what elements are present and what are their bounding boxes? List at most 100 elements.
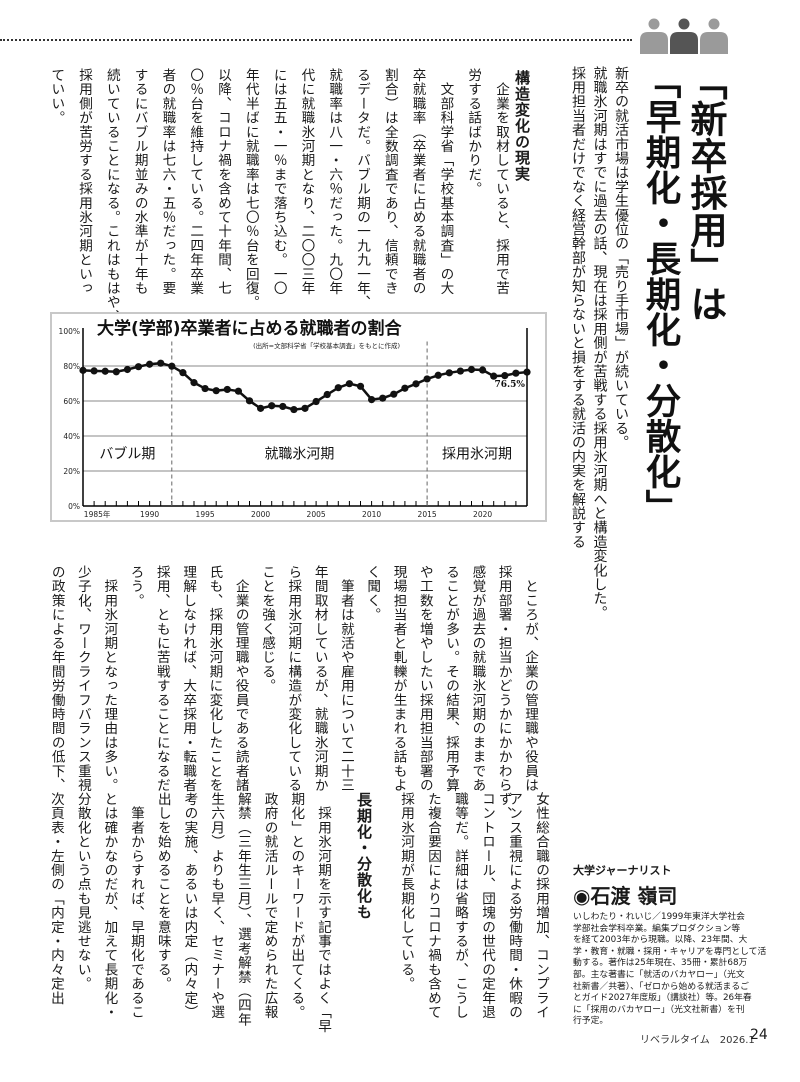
- chart-source: (出所=文部科学省「学校基本調査」をもとに作成): [253, 341, 400, 350]
- text-line: 出しを始めることを意味する。: [154, 792, 171, 991]
- three-people-icon: [640, 18, 728, 54]
- bio-line: 社新書／共著）、「ゼロから始める就活まるご: [573, 981, 749, 992]
- person-head: [648, 18, 660, 30]
- text-line: アンス重視による労働時間・休暇の: [506, 792, 522, 1020]
- text-line: 割合）は全数調査であり、信頼でき: [381, 68, 398, 296]
- y-tick-label: 100%: [59, 327, 80, 336]
- author-role: 大学ジャーナリスト: [573, 864, 672, 877]
- x-tick-label: 2015: [418, 510, 437, 519]
- data-point: [490, 372, 498, 380]
- text-line: 採用部署・担当かどうかにかかわらず、: [495, 565, 512, 821]
- chart-employment-rate: 0% 20% 40% 60% 80% 100% 1985年 1990 1995 2000 2005 2…: [50, 312, 547, 522]
- author-bio: いしわたり・れいじ／1999年東洋大学社会 学部社会学科卒業。編集プロダクション等…: [573, 912, 767, 1028]
- text-line: 現場担当者と軋轢が生まれる話もよ: [390, 565, 407, 793]
- article-block-2: ところが、企業の管理職や役員は 採用部署・担当かどうかにかかわらず、 感覚が過去の就…: [43, 565, 543, 821]
- text-line: 労する話ばかりだ。: [465, 68, 482, 196]
- bio-line: 学・教育・就職・採用・キャリアを専門として活: [573, 946, 767, 957]
- data-point: [379, 394, 387, 402]
- data-point: [456, 367, 464, 375]
- text-line: や工数を増やしたい採用担当部署の: [416, 565, 433, 793]
- data-point: [401, 384, 409, 392]
- headline-line-1: 「新卒採用」は: [684, 63, 728, 322]
- data-point: [157, 359, 165, 367]
- text-line: ら採用氷河期に構造が変化している: [285, 565, 302, 793]
- text-line: 文部科学省「学校基本調査」の大: [437, 68, 454, 296]
- person-body: [640, 32, 668, 54]
- data-point: [212, 387, 220, 395]
- text-line: 採用氷河期を示す記事ではよく「早: [315, 792, 331, 1034]
- text-line: 理解しなければ、大卒採用・転職者: [180, 565, 197, 793]
- y-tick-label: 40%: [63, 432, 80, 441]
- text-line: 女性総合職の採用増加、コンプライ: [533, 792, 549, 1020]
- headline-line-2: 「早期化・長期化・分散化」: [640, 63, 681, 525]
- data-point: [90, 367, 98, 375]
- text-line: 代に就職氷河期となり、二〇〇三年: [298, 68, 315, 296]
- bio-line: に「採用のバカヤロー」（光文社新書）を刊: [573, 1004, 745, 1015]
- text-line: 採用氷河期となった理由は多い。: [101, 565, 118, 793]
- text-line: するにバブル期並みの水準が十年も: [131, 68, 148, 296]
- text-line: 職等だ。詳細は省略するが、こうし: [452, 792, 468, 1020]
- text-line: 感覚が過去の就職氷河期のままであ: [469, 565, 486, 793]
- person-head: [708, 18, 720, 30]
- magazine-issue: リベラルタイム 2026.1: [640, 1035, 755, 1046]
- data-point: [390, 390, 398, 398]
- data-point: [146, 360, 154, 368]
- y-tick-label: 0%: [68, 502, 80, 511]
- article-block-3b: 採用氷河期を示す記事ではよく「早 期化」とのキーワードが出てくる。 政府の就活ルール…: [42, 792, 336, 1033]
- data-point: [79, 366, 87, 374]
- data-point: [423, 375, 431, 383]
- lead-text: 新卒の就活市場は学生優位の「売り手市場」が続いている。 就職氷河期はすでに過去の…: [567, 66, 632, 620]
- data-point: [123, 365, 131, 374]
- lead-line: 就職氷河期はすでに過去の話、現在は採用側が苦戦する採用氷河期へと構造変化した。: [591, 66, 608, 620]
- data-point: [245, 397, 254, 405]
- text-line: 期化」とのキーワードが出てくる。: [288, 792, 305, 1020]
- x-tick-label: 1995: [196, 510, 215, 519]
- text-line: ところが、企業の管理職や役員は: [522, 565, 538, 793]
- text-line: 採用氷河期が長期化している。: [398, 792, 414, 991]
- data-point: [512, 369, 520, 377]
- text-line: 〇％台を維持している。二四年卒業: [187, 68, 204, 296]
- data-point: [467, 365, 476, 374]
- y-tick-label: 80%: [63, 362, 80, 371]
- data-point: [412, 380, 420, 388]
- data-point: [479, 366, 487, 374]
- text-line: 解禁（三年生三月）、選考解禁（四年: [234, 792, 251, 1027]
- text-line: 年代半ばに就職率は七〇％台を回復。: [242, 68, 259, 310]
- text-line: く聞く。: [364, 565, 381, 622]
- data-point: [323, 390, 331, 399]
- text-line: 卒就職率（卒業者に占める就職者の: [409, 68, 426, 296]
- era-label: バブル期: [99, 446, 155, 463]
- bio-line: を経て2003年から現職。以降、23年間、大: [573, 935, 748, 946]
- text-line: コントロール、団塊の世代の定年退: [479, 792, 495, 1020]
- person-body: [700, 32, 728, 54]
- data-point: [179, 369, 187, 377]
- data-point: [223, 385, 231, 394]
- text-line: とは確かなのだが、加えて長期化・: [101, 792, 118, 1020]
- text-line: ることが多い。その結果、採用予算: [443, 565, 460, 793]
- era-label: 就職氷河期: [264, 447, 334, 463]
- chart-svg: 0% 20% 40% 60% 80% 100% 1985年 1990 1995 2000 2005 2…: [59, 318, 531, 519]
- y-tick-label: 20%: [63, 467, 80, 476]
- text-line: 者の就職率は七六・五％だった。要: [159, 68, 176, 296]
- data-point: [445, 369, 453, 377]
- text-line: 次頁表・左側の「内定・内々定出: [47, 792, 64, 1005]
- data-point: [501, 372, 509, 380]
- data-point: [345, 380, 353, 388]
- bio-line: 行予定。: [573, 1016, 609, 1027]
- data-point: [356, 382, 365, 390]
- article-block-3a: 女性総合職の採用増加、コンプライ アンス重視による労働時間・休暇の コントロール、団…: [392, 792, 554, 1033]
- chart-title: 大学(学部)卒業者に占める就職者の割合: [97, 318, 403, 339]
- author-profile: 大学ジャーナリスト ◉石渡 嶺司 いしわたり・れいじ／1999年東洋大学社会 学部…: [573, 862, 767, 1028]
- lead-line: 採用担当者だけでなく経営幹部が知らないと損をする就活の内実を解説する: [570, 66, 586, 549]
- text-line: には五五・一％まで落ち込む。一〇: [270, 68, 287, 296]
- text-line: 企業の管理職や役員である読者諸: [232, 565, 249, 793]
- data-point: [334, 384, 342, 392]
- text-line: 少子化、ワークライフバランス重視: [74, 565, 91, 793]
- x-tick-label: 1985年: [84, 509, 111, 519]
- data-point: [112, 368, 120, 376]
- bio-line: 部。主な著書に「就活のバカヤロー」（光文: [573, 969, 745, 980]
- era-label: 採用氷河期: [442, 447, 512, 463]
- lead-line: 新卒の就活市場は学生優位の「売り手市場」が続いている。: [613, 66, 629, 450]
- text-line: 採用、ともに苦戦することになるだ: [153, 565, 170, 793]
- data-point: [268, 402, 276, 410]
